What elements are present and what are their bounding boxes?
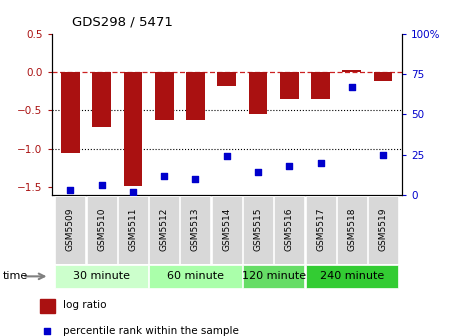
FancyBboxPatch shape [243, 265, 304, 288]
Point [327, 221, 335, 226]
Bar [374, 72, 392, 81]
Text: GSM5519: GSM5519 [379, 208, 387, 251]
FancyBboxPatch shape [212, 196, 242, 264]
Text: GSM5509: GSM5509 [66, 208, 75, 251]
Text: GSM5514: GSM5514 [222, 208, 231, 251]
Bar [186, 72, 205, 120]
Bar [123, 72, 142, 186]
Text: GSM5510: GSM5510 [97, 208, 106, 251]
Text: 240 minute: 240 minute [320, 271, 384, 281]
Point [223, 154, 230, 159]
FancyBboxPatch shape [368, 196, 398, 264]
FancyBboxPatch shape [180, 196, 211, 264]
Text: log ratio: log ratio [63, 300, 106, 310]
Text: GSM5518: GSM5518 [348, 208, 357, 251]
Bar [217, 72, 236, 86]
FancyBboxPatch shape [305, 196, 335, 264]
Text: GSM5515: GSM5515 [254, 208, 263, 251]
FancyBboxPatch shape [118, 196, 148, 264]
Text: GSM5513: GSM5513 [191, 208, 200, 251]
Text: GDS298 / 5471: GDS298 / 5471 [72, 15, 173, 29]
Text: GSM5511: GSM5511 [128, 208, 137, 251]
Text: 120 minute: 120 minute [242, 271, 306, 281]
Point [129, 189, 136, 194]
FancyBboxPatch shape [55, 265, 148, 288]
Bar [155, 72, 174, 120]
Text: GSM5517: GSM5517 [316, 208, 325, 251]
FancyBboxPatch shape [243, 196, 273, 264]
FancyBboxPatch shape [87, 196, 117, 264]
Bar [92, 72, 111, 127]
Bar [311, 72, 330, 99]
Point [348, 84, 356, 89]
Point [161, 173, 168, 178]
FancyBboxPatch shape [149, 196, 179, 264]
Point [98, 182, 105, 188]
Text: 30 minute: 30 minute [73, 271, 130, 281]
FancyBboxPatch shape [274, 196, 304, 264]
Bar [249, 72, 268, 114]
Text: time: time [2, 271, 27, 281]
Point [67, 187, 74, 193]
FancyBboxPatch shape [305, 265, 398, 288]
Bar [280, 72, 299, 99]
Point [286, 163, 293, 169]
Text: 60 minute: 60 minute [167, 271, 224, 281]
Bar [343, 70, 361, 72]
Text: percentile rank within the sample: percentile rank within the sample [63, 326, 238, 336]
Point [317, 160, 324, 165]
Text: GSM5512: GSM5512 [160, 208, 169, 251]
Text: GSM5516: GSM5516 [285, 208, 294, 251]
Bar [61, 72, 80, 153]
FancyBboxPatch shape [149, 265, 242, 288]
FancyBboxPatch shape [337, 196, 367, 264]
Point [255, 170, 262, 175]
Point [192, 176, 199, 181]
Point [379, 152, 387, 157]
FancyBboxPatch shape [55, 196, 85, 264]
Bar [40, 299, 55, 313]
